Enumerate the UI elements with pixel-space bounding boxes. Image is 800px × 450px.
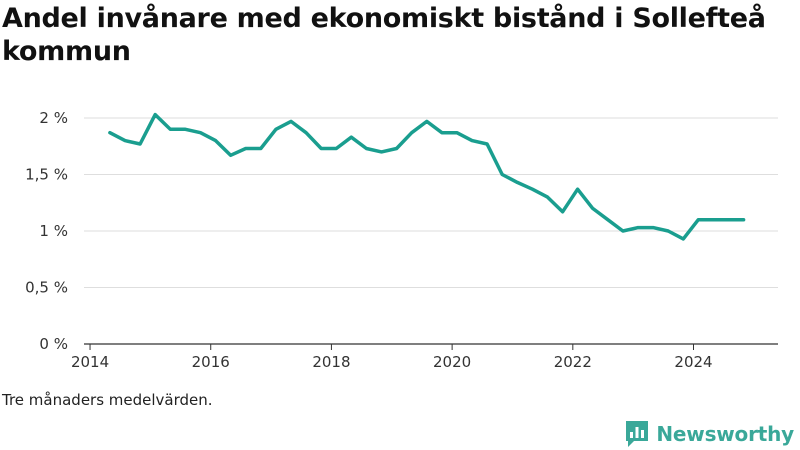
data-point	[154, 113, 156, 115]
chart-title: Andel invånare med ekonomiskt bistånd i …	[2, 3, 766, 67]
x-tick-label: 2016	[192, 353, 230, 371]
data-point	[637, 226, 639, 228]
data-point	[199, 132, 201, 134]
data-point	[139, 143, 141, 145]
x-tick-label: 2018	[312, 353, 350, 371]
brand-logo: Newsworthy	[624, 418, 794, 450]
x-tick-label: 2022	[554, 353, 592, 371]
brand-name: Newsworthy	[656, 422, 794, 446]
data-point	[486, 143, 488, 145]
data-point	[682, 238, 684, 240]
data-point	[275, 128, 277, 130]
data-point	[169, 128, 171, 130]
data-point	[365, 147, 367, 149]
data-point	[697, 219, 699, 221]
data-point	[229, 154, 231, 156]
data-point	[109, 132, 111, 134]
data-point	[531, 188, 533, 190]
data-point	[441, 132, 443, 134]
data-point	[335, 147, 337, 149]
data-point	[652, 226, 654, 228]
data-point	[124, 139, 126, 141]
newsworthy-logo-icon	[626, 421, 649, 447]
data-point	[395, 147, 397, 149]
data-point	[667, 230, 669, 232]
data-point	[561, 211, 563, 213]
data-point	[456, 132, 458, 134]
data-point	[411, 132, 413, 134]
x-tick-label: 2014	[71, 353, 109, 371]
y-tick-label: 2 %	[39, 109, 68, 127]
data-point	[576, 188, 578, 190]
y-tick-label: 1,5 %	[25, 166, 68, 184]
data-point	[622, 230, 624, 232]
data-point	[350, 136, 352, 138]
data-point	[742, 219, 744, 221]
data-point	[471, 139, 473, 141]
series-line	[108, 112, 746, 241]
chart-footnote: Tre månaders medelvärden.	[2, 391, 213, 409]
data-point	[501, 173, 503, 175]
data-point	[260, 147, 262, 149]
data-point	[380, 151, 382, 153]
x-tick-label: 2020	[433, 353, 471, 371]
data-point	[320, 147, 322, 149]
data-point	[712, 219, 714, 221]
data-point	[290, 120, 292, 122]
y-tick-label: 0 %	[39, 335, 68, 353]
data-point	[214, 139, 216, 141]
data-point	[546, 196, 548, 198]
y-tick-label: 1 %	[39, 222, 68, 240]
data-point	[592, 207, 594, 209]
x-tick-label: 2024	[674, 353, 712, 371]
data-point	[516, 181, 518, 183]
data-point	[245, 147, 247, 149]
data-point	[305, 132, 307, 134]
y-tick-label: 0,5 %	[25, 279, 68, 297]
data-point	[184, 128, 186, 130]
data-point	[727, 219, 729, 221]
data-point	[426, 120, 428, 122]
data-point	[607, 219, 609, 221]
